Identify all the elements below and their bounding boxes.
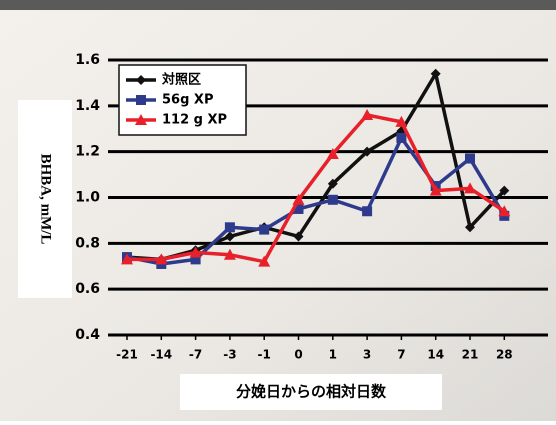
marker <box>396 132 407 143</box>
marker <box>224 231 235 242</box>
series-line <box>127 113 506 264</box>
marker <box>327 178 338 189</box>
x-tick-label: -3 <box>223 348 236 362</box>
x-axis-label: 分娩日からの相対日数 <box>236 383 387 401</box>
marker <box>464 182 476 194</box>
marker <box>258 255 271 267</box>
y-tick-label: 1.4 <box>75 98 100 114</box>
marker <box>136 95 146 105</box>
x-tick-label: -7 <box>189 348 202 362</box>
x-label-box <box>180 374 442 410</box>
y-tick-label: 1.6 <box>75 52 100 68</box>
marker <box>361 109 374 120</box>
x-tick-label: 7 <box>397 348 405 362</box>
legend-label: 対照区 <box>161 72 201 88</box>
x-tick-label: 14 <box>427 348 444 362</box>
y-axis-label: BHBA, mM/L <box>38 154 54 245</box>
marker <box>223 248 236 260</box>
marker <box>135 114 147 125</box>
marker <box>327 194 338 205</box>
marker <box>430 68 441 79</box>
legend-label: 112 g XP <box>162 113 227 128</box>
y-label-box <box>18 100 72 298</box>
marker <box>136 75 146 85</box>
x-tick-label: 28 <box>496 348 513 362</box>
marker <box>465 222 475 233</box>
x-tick-label: 21 <box>462 348 479 362</box>
marker <box>499 185 510 196</box>
marker <box>259 224 270 235</box>
legend-label: 56g XP <box>162 93 213 108</box>
marker <box>326 147 339 159</box>
marker <box>292 193 305 205</box>
y-tick-label: 0.8 <box>75 235 100 251</box>
series-line <box>126 72 506 262</box>
marker <box>190 254 201 265</box>
series-line <box>126 136 506 266</box>
marker <box>498 205 511 217</box>
x-tick-label: -14 <box>150 348 172 362</box>
x-tick-label: 0 <box>294 348 302 362</box>
marker <box>121 253 133 265</box>
marker <box>189 246 202 258</box>
marker <box>362 206 373 217</box>
x-tick-label: -21 <box>116 348 138 362</box>
y-tick-label: 1.2 <box>75 144 100 160</box>
marker <box>293 231 304 242</box>
x-tick-label: -1 <box>258 348 271 362</box>
marker <box>224 222 235 233</box>
marker <box>155 253 168 265</box>
y-tick-label: 0.6 <box>75 281 100 297</box>
x-tick-label: 1 <box>329 348 337 362</box>
marker <box>465 153 475 164</box>
y-tick-label: 0.4 <box>75 327 100 343</box>
marker <box>395 115 408 127</box>
x-tick-label: 3 <box>363 348 371 362</box>
top-bar <box>0 0 556 10</box>
y-tick-label: 1.0 <box>75 190 100 206</box>
marker <box>429 184 442 196</box>
marker <box>293 203 304 214</box>
marker <box>362 146 373 157</box>
